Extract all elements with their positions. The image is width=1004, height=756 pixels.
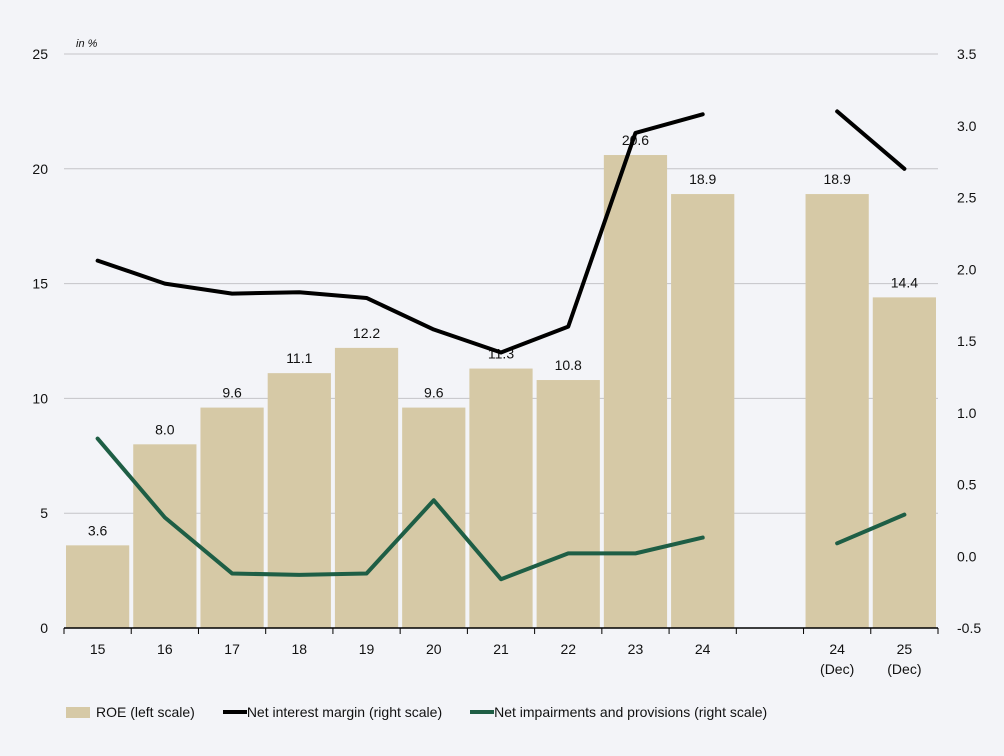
roe-bar [872,297,936,628]
chart: 3.68.09.611.112.29.611.310.820.618.9 18.9… [32,38,981,677]
roe-bar [603,155,668,629]
roe-bar [469,368,533,628]
x-axis-tick-label: 19 [359,641,375,657]
x-axis: 15 16 17 18 19 20 21 22 23 24 24 (Dec) 25 (Dec) [63,627,939,677]
legend-item-nim: Net interest margin (right scale) [222,704,443,720]
right-axis-tick-label: 0.5 [957,477,977,493]
left-axis-tick-label: 10 [32,390,48,406]
x-axis-tick-label: 24 [695,641,711,657]
left-axis-tick-label: 20 [32,161,48,177]
left-axis-tick-label: 5 [40,505,48,521]
legend-item-roe: ROE (left scale) [66,704,195,720]
right-axis-tick-label: 1.5 [957,333,977,349]
x-axis-tick-label: 16 [157,641,173,657]
x-axis-tick-label: 20 [426,641,442,657]
gridlines [64,53,938,514]
x-axis-tick-label: (Dec) [887,661,921,677]
legend-label-nim: Net interest margin (right scale) [246,704,443,720]
legend-label-impairments: Net impairments and provisions (right sc… [494,704,768,720]
legend-swatch-impairments [470,710,495,714]
nim-line [95,112,705,355]
right-axis-tick-label: 1.0 [957,405,977,421]
x-axis-tick-label: 17 [224,641,240,657]
roe-bar [200,407,264,628]
x-axis-tick-label: 21 [493,641,509,657]
roe-bar [267,373,331,628]
roe-bars [66,155,936,629]
roe-data-label: 9.6 [424,385,444,401]
roe-data-label: 20.6 [622,132,649,148]
right-y-axis: -0.5 0.0 0.5 1.0 1.5 2.0 2.5 3.0 3.5 [957,46,981,636]
roe-bar [334,347,399,628]
legend: ROE (left scale) Net interest margin (ri… [66,704,795,720]
right-axis-tick-label: 0.0 [957,548,977,564]
roe-data-label: 14.4 [891,274,918,290]
x-axis-tick-label: 15 [90,641,106,657]
roe-data-label: 12.2 [353,325,380,341]
roe-data-label: 3.6 [88,522,108,538]
legend-label-roe: ROE (left scale) [96,704,195,720]
right-axis-tick-label: 2.0 [957,261,977,277]
right-axis-tick-label: 3.5 [957,46,977,62]
line-series [95,109,907,582]
roe-data-label: 18.9 [689,171,716,187]
unit-label: in % [76,38,98,50]
left-axis-tick-label: 25 [32,46,48,62]
x-axis-tick-label: 18 [292,641,308,657]
roe-data-label: 18.9 [824,171,851,187]
right-axis-tick-label: 3.0 [957,118,977,134]
nim-line [835,109,907,171]
x-axis-tick-label: (Dec) [820,661,854,677]
left-axis-tick-label: 15 [32,276,48,292]
roe-bar [671,194,735,628]
roe-bar [536,380,600,628]
x-axis-tick-label: 24 [829,641,845,657]
x-axis-tick-label: 25 [897,641,913,657]
roe-data-labels: 3.68.09.611.112.29.611.310.820.618.9 18.9… [88,132,918,538]
right-axis-tick-label: 2.5 [957,190,977,206]
impairments-line [835,512,907,546]
roe-data-label: 8.0 [155,421,175,437]
right-axis-tick-label: -0.5 [957,620,981,636]
left-y-axis: 0 5 10 15 20 25 [32,46,48,636]
roe-data-label: 9.6 [222,385,242,401]
x-axis-tick-label: 22 [560,641,576,657]
roe-data-label: 10.8 [555,357,582,373]
legend-swatch-nim [222,710,247,714]
roe-bar [402,407,466,628]
roe-bar [66,545,130,628]
left-axis-tick-label: 0 [40,620,48,636]
impairments-line [95,436,705,582]
x-axis-tick-label: 23 [628,641,644,657]
roe-bar [805,194,869,628]
legend-item-impairments: Net impairments and provisions (right sc… [470,704,767,720]
legend-swatch-roe [66,706,90,718]
roe-data-label: 11.1 [286,350,312,366]
